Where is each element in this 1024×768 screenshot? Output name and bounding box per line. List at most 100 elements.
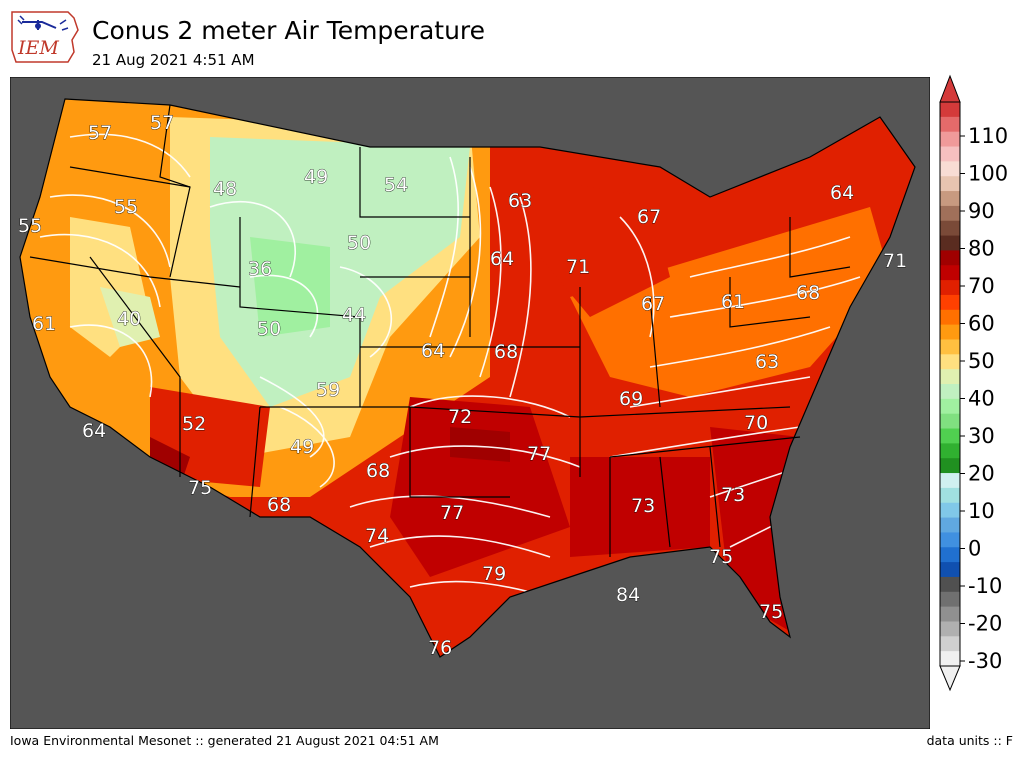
temp-label: 44 [342, 304, 366, 326]
color-scale-swatch [940, 146, 960, 162]
temp-label: 48 [213, 178, 237, 200]
color-scale-frame [939, 101, 961, 667]
map-subtitle: 21 Aug 2021 4:51 AM [92, 51, 255, 69]
color-scale-tick-label: 100 [968, 162, 1008, 186]
temp-label: 68 [796, 282, 820, 304]
color-scale-swatch [940, 428, 960, 444]
color-scale-tick-label: 0 [968, 537, 981, 561]
temp-label: 73 [631, 495, 655, 517]
temp-label: 69 [619, 388, 643, 410]
color-scale-tick-label: 80 [968, 237, 995, 261]
temp-label: 70 [744, 412, 768, 434]
footer-credit: Iowa Environmental Mesonet :: generated … [10, 733, 439, 748]
temp-label: 75 [188, 477, 212, 499]
color-scale-max-arrow [939, 74, 961, 103]
temp-label: 67 [641, 293, 665, 315]
temp-label: 64 [82, 420, 106, 442]
logo-text: IEM [17, 37, 59, 59]
temp-label: 68 [366, 460, 390, 482]
color-scale-swatch [940, 384, 960, 400]
temp-label: 55 [114, 196, 138, 218]
color-scale-tick-label: 70 [968, 274, 995, 298]
color-scale-swatch [940, 443, 960, 459]
color-scale-swatch [940, 131, 960, 148]
color-scale-swatch [940, 562, 960, 578]
color-scale-tick-label: 20 [968, 462, 995, 486]
color-scale-tick-label: -30 [968, 649, 1002, 673]
color-scale-swatch [940, 398, 960, 415]
color-scale-swatch [940, 235, 960, 251]
color-scale-swatch [940, 324, 960, 340]
temp-label: 61 [32, 313, 56, 335]
color-scale-swatch [940, 220, 960, 237]
temp-label: 71 [883, 250, 907, 272]
color-scale-swatch [940, 176, 960, 192]
color-scale-swatch [940, 369, 960, 385]
temp-label: 49 [304, 166, 328, 188]
temp-label: 50 [347, 232, 371, 254]
temp-label: 84 [616, 584, 640, 606]
color-scale-swatch [940, 413, 960, 430]
temp-label: 77 [440, 502, 464, 524]
color-scale-swatch [940, 636, 960, 652]
temp-label: 63 [508, 190, 532, 212]
temp-label: 63 [755, 351, 779, 373]
temp-label: 77 [527, 443, 551, 465]
temperature-map: 57 57 55 55 48 49 54 63 64 67 71 64 71 5… [10, 77, 930, 729]
color-scale-swatch [940, 294, 960, 311]
temp-label: 40 [117, 308, 141, 330]
color-scale-swatch [940, 309, 960, 326]
temperature-field [20, 99, 915, 657]
color-scale-swatch [940, 265, 960, 281]
isotherms [39, 133, 861, 593]
color-scale-swatch [940, 250, 960, 266]
color-scale-tick-label: -10 [968, 574, 1002, 598]
temp-label: 57 [150, 112, 174, 134]
temperature-labels: 57 57 55 55 48 49 54 63 64 67 71 64 71 5… [18, 112, 908, 660]
temp-label: 36 [248, 258, 272, 280]
color-scale-swatch [940, 458, 960, 474]
temp-label: 68 [267, 494, 291, 516]
color-scale-tick-label: 60 [968, 312, 995, 336]
temp-label: 71 [566, 256, 590, 278]
color-scale-swatch [940, 339, 960, 355]
color-scale-tick-label: 110 [968, 124, 1008, 148]
temp-label: 73 [721, 484, 745, 506]
map-title: Conus 2 meter Air Temperature [92, 16, 486, 45]
color-scale-swatch [940, 102, 960, 118]
color-scale-swatch [940, 591, 960, 608]
color-scale-tick-label: 30 [968, 424, 995, 448]
color-scale-swatch [940, 502, 960, 519]
color-scale-min-arrow [939, 665, 961, 692]
temp-label: 68 [494, 341, 518, 363]
color-scale-swatch [940, 473, 960, 489]
temp-label: 52 [182, 413, 206, 435]
temp-label: 76 [428, 637, 452, 659]
color-scale-tick-label: -20 [968, 612, 1002, 636]
color-scale-swatch [940, 161, 960, 177]
temp-label: 50 [257, 318, 281, 340]
temp-label: 57 [88, 122, 112, 144]
temp-label: 79 [482, 563, 506, 585]
color-scale-swatch [940, 621, 960, 637]
color-scale-swatch [940, 280, 960, 296]
temp-label: 72 [448, 406, 472, 428]
temp-label: 74 [365, 525, 389, 547]
color-scale-swatch [940, 354, 960, 370]
iem-logo: IEM [11, 11, 79, 63]
color-scale-tick-label: 90 [968, 199, 995, 223]
color-scale-tick-label: 50 [968, 349, 995, 373]
temp-label: 75 [759, 601, 783, 623]
color-scale-swatch [940, 191, 960, 207]
temp-label: 64 [490, 248, 514, 270]
color-scale-tick-label: 10 [968, 499, 995, 523]
temp-label: 49 [290, 436, 314, 458]
state-borders [19, 98, 916, 658]
temp-label: 64 [421, 340, 445, 362]
color-scale-swatch [940, 606, 960, 622]
temp-label: 61 [721, 291, 745, 313]
temp-label: 64 [830, 182, 854, 204]
color-scale-swatch [940, 487, 960, 504]
